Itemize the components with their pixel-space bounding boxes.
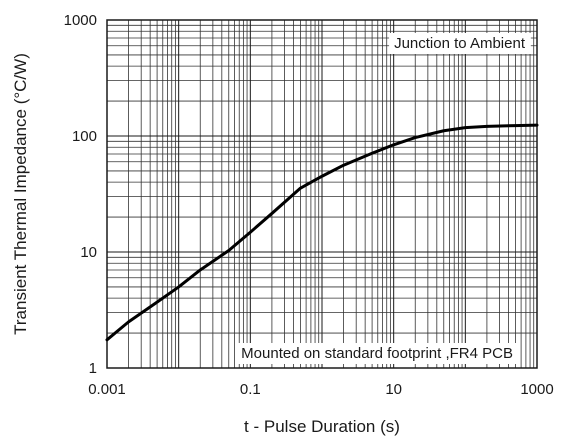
tick-labels: 0.001 0.1 10 1000 1 10 100 1000 — [64, 12, 554, 398]
y-tick-label: 1 — [89, 360, 97, 377]
y-tick-label: 10 — [80, 244, 97, 261]
x-tick-label: 1000 — [520, 381, 553, 398]
x-tick-label: 0.001 — [88, 381, 126, 398]
x-tick-label: 0.1 — [240, 381, 261, 398]
annotation-background — [389, 33, 531, 54]
y-axis-label: Transient Thermal Impedance (°C/W) — [11, 53, 30, 335]
plot-frame — [106, 19, 538, 369]
y-tick-label: 1000 — [64, 12, 97, 29]
series-line — [105, 123, 539, 342]
annotation-text: Junction to Ambient — [394, 35, 526, 52]
annotation-layer: Junction to Ambient Mounted on standard f… — [236, 33, 531, 364]
y-tick-label: 100 — [72, 128, 97, 145]
annotation-text: Mounted on standard footprint ,FR4 PCB — [241, 345, 513, 362]
x-tick-label: 10 — [385, 381, 402, 398]
x-axis-label: t - Pulse Duration (s) — [244, 417, 400, 436]
annotation-background — [236, 343, 518, 364]
series-layer — [105, 123, 539, 342]
annotation-bottom-right: Mounted on standard footprint ,FR4 PCB — [236, 343, 518, 364]
annotation-top-right: Junction to Ambient — [389, 33, 531, 54]
